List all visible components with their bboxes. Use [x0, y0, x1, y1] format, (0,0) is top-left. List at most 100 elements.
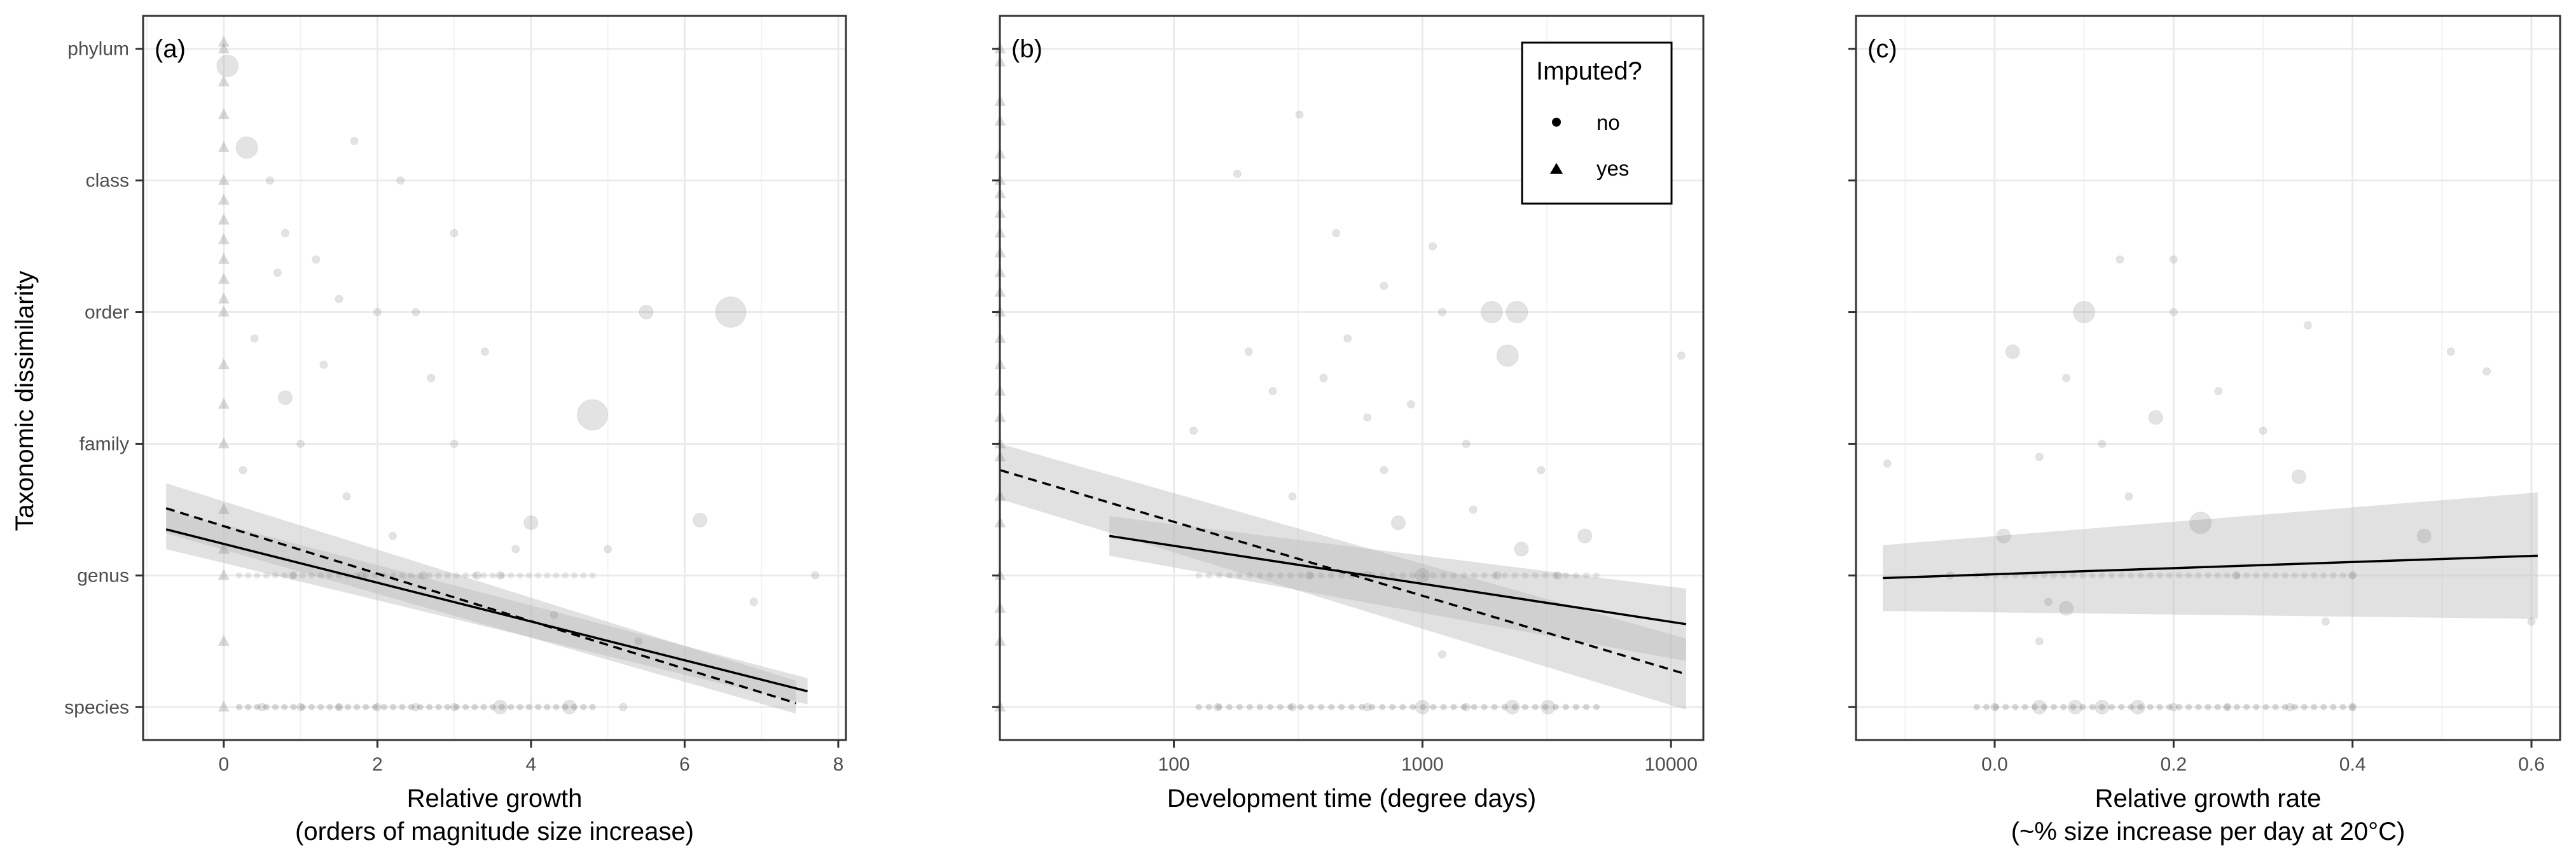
data-point: [2243, 704, 2250, 711]
data-point: [562, 699, 577, 715]
data-point: [1437, 308, 1446, 317]
data-point: [2044, 597, 2053, 606]
data-point: [462, 704, 469, 711]
data-point: [1481, 572, 1488, 579]
data-point: [1308, 572, 1315, 579]
panel-background: [1856, 16, 2560, 740]
data-point: [235, 572, 242, 579]
data-point: [1215, 572, 1222, 579]
data-point: [1562, 572, 1569, 579]
data-point: [2527, 617, 2536, 626]
data-point: [2032, 699, 2047, 715]
data-point-imputed: [218, 108, 230, 120]
data-point-imputed: [218, 503, 230, 514]
data-point: [319, 360, 328, 369]
data-point: [2169, 308, 2178, 317]
data-point: [571, 704, 578, 711]
data-point: [1437, 650, 1446, 659]
data-point: [1514, 541, 1529, 557]
data-point: [281, 704, 288, 711]
data-point: [1236, 704, 1243, 711]
data-point: [2272, 572, 2279, 579]
data-point: [1542, 704, 1549, 711]
data-point: [2348, 702, 2357, 711]
data-point: [2243, 572, 2250, 579]
data-point: [1205, 704, 1212, 711]
data-point: [1338, 704, 1345, 711]
data-point: [544, 704, 551, 711]
data-point-imputed: [218, 233, 230, 244]
panel-tag: (c): [1867, 35, 1897, 63]
data-point: [354, 704, 361, 711]
data-point: [1983, 704, 1990, 711]
data-point: [2311, 704, 2318, 711]
data-point: [2070, 704, 2077, 711]
data-point: [480, 347, 489, 356]
data-point: [2339, 704, 2346, 711]
data-point: [1480, 301, 1503, 324]
legend-box: [1521, 41, 1673, 205]
data-point: [2301, 572, 2308, 579]
data-point: [1213, 702, 1222, 711]
data-point: [1246, 704, 1253, 711]
data-point: [245, 704, 252, 711]
data-point: [1277, 572, 1284, 579]
data-point: [2108, 572, 2115, 579]
data-point: [1562, 704, 1569, 711]
data-point: [2214, 387, 2223, 396]
data-point: [272, 704, 279, 711]
legend-title: Imputed?: [1536, 57, 1642, 85]
data-point: [1246, 572, 1253, 579]
data-point: [2262, 572, 2269, 579]
data-point: [235, 704, 242, 711]
data-point: [2128, 572, 2135, 579]
data-point: [1415, 699, 1430, 715]
data-point: [2483, 367, 2491, 376]
data-point: [2118, 572, 2125, 579]
data-point: [2205, 572, 2212, 579]
data-point: [1577, 528, 1593, 543]
data-point: [480, 572, 487, 579]
data-point: [1369, 704, 1376, 711]
data-point: [1462, 702, 1471, 711]
data-point: [1481, 704, 1488, 711]
panel-tag: (b): [1011, 35, 1042, 63]
data-point: [412, 308, 420, 317]
data-point: [1532, 704, 1539, 711]
data-point-imputed: [218, 437, 230, 449]
data-point: [1553, 571, 1562, 580]
x-tick-label: 100: [1158, 754, 1190, 775]
data-point: [1505, 699, 1520, 715]
data-point: [571, 572, 578, 579]
data-point: [288, 571, 297, 580]
data-point: [308, 572, 315, 579]
data-point: [1420, 704, 1427, 711]
legend-circle-icon: [1552, 118, 1561, 127]
data-point: [1993, 704, 2000, 711]
data-point: [1582, 572, 1589, 579]
data-point-imputed: [218, 701, 230, 712]
data-point: [1440, 704, 1447, 711]
data-point: [435, 572, 442, 579]
data-point: [1460, 572, 1467, 579]
data-point: [281, 572, 288, 579]
x-axis-title: Relative growth rate: [2095, 785, 2322, 813]
y-tick-label: genus: [77, 565, 129, 586]
data-point: [562, 572, 569, 579]
x-tick-label: 10000: [1644, 754, 1697, 775]
data-point: [2060, 704, 2067, 711]
y-tick-label: class: [86, 171, 129, 192]
data-point: [2349, 572, 2356, 579]
data-point: [2073, 301, 2096, 324]
data-point: [2070, 572, 2077, 579]
data-point: [2205, 704, 2212, 711]
data-point: [1288, 702, 1297, 711]
data-point: [2272, 704, 2279, 711]
data-point: [1205, 572, 1212, 579]
data-point: [493, 699, 508, 715]
data-point: [473, 571, 481, 580]
data-point: [2223, 702, 2232, 711]
data-point: [427, 374, 436, 382]
data-point: [1450, 704, 1457, 711]
